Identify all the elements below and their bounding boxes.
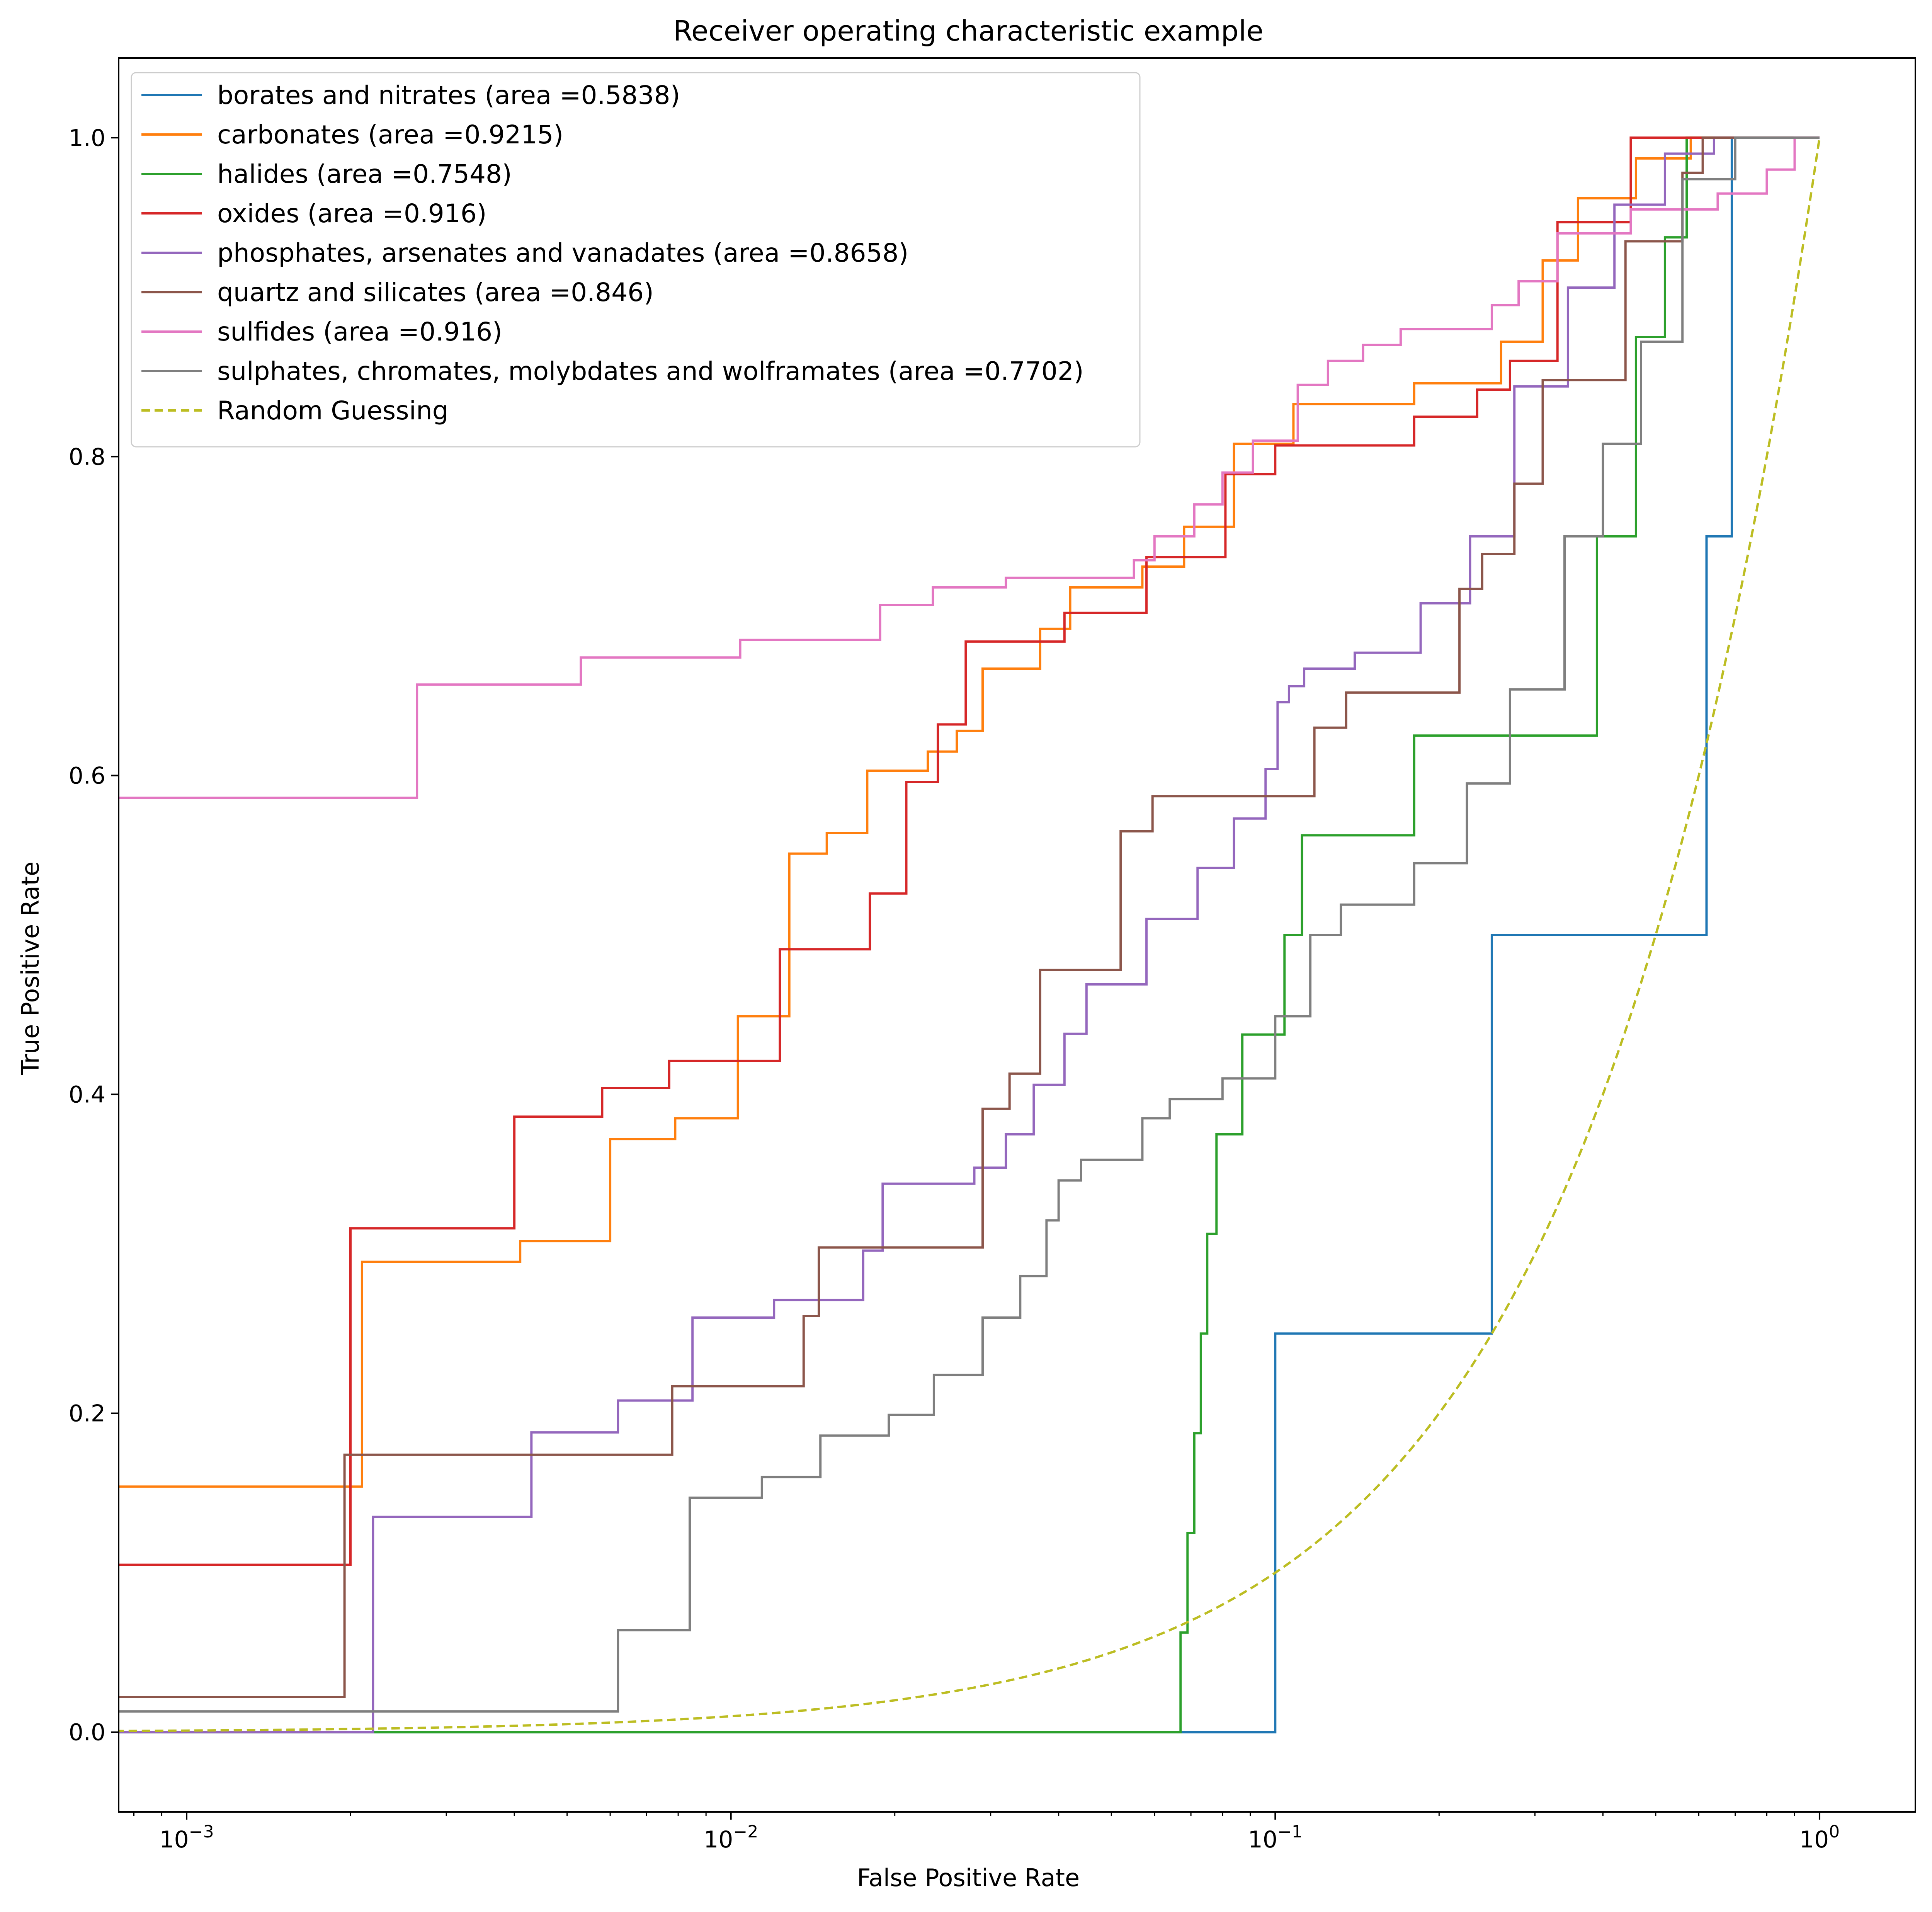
y-tick-label: 0.8	[69, 443, 105, 470]
legend-box	[131, 72, 1141, 448]
series-line-sulphates-chromates-molybdates-and-wolframates	[119, 136, 1820, 1713]
series-layer	[119, 136, 1821, 1733]
legend-label: sulphates, chromates, molybdates and wol…	[217, 356, 1084, 386]
legend-label: quartz and silicates (area =0.846)	[217, 278, 654, 307]
y-tick-label: 1.0	[69, 124, 105, 152]
series-line-quartz-and-silicates	[119, 136, 1820, 1698]
series-line-oxides	[119, 136, 1820, 1566]
legend: borates and nitrates (area =0.5838) carbo…	[131, 72, 1141, 448]
legend-label: Random Guessing	[217, 396, 449, 426]
legend-label: oxides (area =0.916)	[217, 199, 487, 228]
x-tick-label: 10−2	[704, 1822, 758, 1853]
series-line-carbonates	[119, 136, 1820, 1488]
series-line-sulfides	[119, 136, 1820, 799]
y-tick-label: 0.2	[69, 1400, 105, 1427]
x-axis-label: False Positive Rate	[857, 1864, 1080, 1892]
ticks-layer: 10−3 10−2 10−1 100 0.0 0.2 0.4 0.6 0.8 1.0	[69, 124, 1840, 1853]
legend-label: halides (area =0.7548)	[217, 159, 512, 189]
y-tick-label: 0.6	[69, 762, 105, 789]
chart-title: Receiver operating characteristic exampl…	[673, 15, 1264, 47]
legend-label: sulfides (area =0.916)	[217, 317, 502, 347]
plot-frame	[118, 57, 1916, 1813]
y-axis-label: True Positive Rate	[16, 862, 44, 1075]
y-tick-label: 0.0	[69, 1719, 105, 1746]
series-line-random-guessing	[119, 137, 1821, 1732]
legend-label: phosphates, arsenates and vanadates (are…	[217, 238, 908, 268]
series-line-halides	[119, 136, 1820, 1733]
legend-label: borates and nitrates (area =0.5838)	[217, 80, 680, 110]
series-line-phosphates-arsenates-and-vanadates	[119, 136, 1820, 1733]
x-tick-label: 10−1	[1248, 1822, 1303, 1853]
legend-label: carbonates (area =0.9215)	[217, 120, 563, 150]
x-tick-label: 10−3	[159, 1822, 214, 1853]
series-line-borates-and-nitrates	[119, 138, 1733, 1733]
y-tick-label: 0.4	[69, 1081, 105, 1108]
x-tick-label: 100	[1799, 1822, 1840, 1853]
